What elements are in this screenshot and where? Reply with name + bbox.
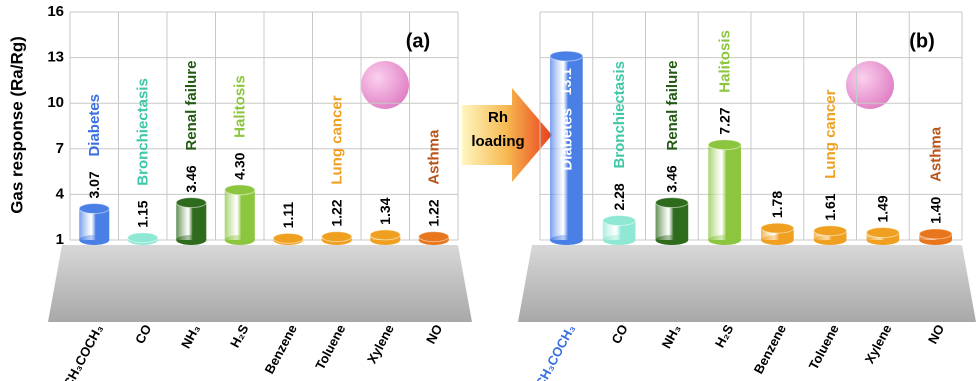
panel-label: (a) bbox=[406, 30, 430, 52]
value-label: 1.22 bbox=[425, 199, 441, 226]
annotation: Lung cancer bbox=[822, 89, 839, 178]
y-tick-label: 4 bbox=[56, 185, 65, 202]
annotation: Halitosis bbox=[717, 30, 734, 93]
bar bbox=[602, 220, 636, 240]
bar-top bbox=[655, 197, 689, 209]
x-tick-label: NH₃ bbox=[659, 322, 684, 351]
annotation: Diabetes bbox=[86, 94, 103, 157]
bar bbox=[550, 56, 583, 240]
value-label: 13.1 bbox=[558, 68, 574, 95]
value-label: 1.22 bbox=[328, 199, 344, 226]
value-label: 3.46 bbox=[183, 165, 199, 192]
bar bbox=[761, 228, 794, 240]
bar-top bbox=[760, 222, 795, 234]
x-tick-label: CH₃COCH₃ bbox=[532, 322, 578, 381]
x-tick-label: Xylene bbox=[364, 322, 397, 366]
x-tick-label: Xylene bbox=[862, 322, 895, 366]
nanoparticle bbox=[846, 61, 894, 109]
value-label: 1.11 bbox=[280, 202, 296, 229]
y-tick-label: 13 bbox=[47, 49, 64, 66]
y-tick-label: 10 bbox=[47, 94, 64, 111]
x-tick-label: Toluene bbox=[806, 322, 842, 372]
y-tick-label: 7 bbox=[56, 140, 64, 157]
x-tick-label: H₂S bbox=[227, 322, 252, 350]
y-tick-label: 16 bbox=[47, 3, 64, 20]
annotation: Asthma bbox=[928, 126, 945, 182]
x-tick-label: NO bbox=[423, 322, 445, 346]
bar-top bbox=[602, 215, 636, 227]
shelf bbox=[48, 245, 472, 322]
x-tick-label: CH₃COCH₃ bbox=[60, 322, 106, 381]
x-tick-label: Toluene bbox=[312, 322, 348, 372]
bar-top bbox=[549, 50, 584, 62]
bar bbox=[655, 202, 689, 240]
annotation: Bronchiectasis bbox=[611, 61, 628, 169]
bar bbox=[176, 202, 207, 240]
bar-top bbox=[127, 232, 159, 244]
x-tick-label: Benzene bbox=[262, 322, 300, 376]
bar-top bbox=[918, 228, 953, 240]
bar-top bbox=[78, 203, 110, 215]
shelf bbox=[518, 245, 976, 322]
x-tick-label: NO bbox=[925, 322, 947, 346]
bar-top bbox=[224, 184, 256, 196]
value-label: 1.78 bbox=[769, 191, 785, 218]
bar bbox=[708, 144, 741, 240]
value-label: 4.30 bbox=[231, 152, 247, 179]
bar-top bbox=[866, 227, 900, 239]
annotation: Renal failure bbox=[664, 61, 681, 151]
arrow-label: loading bbox=[471, 133, 524, 150]
value-label: 1.49 bbox=[875, 195, 891, 222]
annotation: Bronchiectasis bbox=[135, 78, 152, 186]
value-label: 7.27 bbox=[716, 107, 732, 134]
bar-top bbox=[418, 231, 450, 243]
bar bbox=[224, 189, 255, 240]
x-tick-label: CO bbox=[608, 322, 630, 346]
x-tick-label: Benzene bbox=[751, 322, 789, 376]
value-label: 1.61 bbox=[822, 193, 838, 220]
y-axis-label: Gas response (Ra/Rg) bbox=[7, 36, 26, 214]
nanoparticle bbox=[361, 61, 409, 109]
annotation: Halitosis bbox=[232, 75, 249, 138]
arrow bbox=[462, 88, 552, 182]
y-tick-label: 1 bbox=[56, 231, 64, 248]
bar-top bbox=[272, 232, 304, 244]
annotation: Diabetes bbox=[558, 108, 575, 171]
x-tick-label: H₂S bbox=[712, 322, 737, 350]
bar-top bbox=[321, 231, 353, 243]
annotation: Lung cancer bbox=[329, 95, 346, 184]
value-label: 1.15 bbox=[134, 200, 150, 227]
annotation: Renal failure bbox=[183, 61, 200, 151]
panel-label: (b) bbox=[909, 30, 935, 52]
value-label: 2.28 bbox=[611, 183, 627, 210]
value-label: 3.46 bbox=[664, 165, 680, 192]
bar-top bbox=[175, 197, 207, 209]
bar-top bbox=[707, 139, 742, 151]
x-tick-label: NH₃ bbox=[178, 322, 203, 351]
arrow-label: Rh bbox=[488, 109, 508, 126]
value-label: 1.40 bbox=[927, 196, 943, 223]
value-label: 1.34 bbox=[377, 197, 393, 224]
x-tick-label: CO bbox=[132, 322, 154, 346]
bar-top bbox=[369, 229, 401, 241]
annotation: Asthma bbox=[426, 129, 443, 185]
value-label: 3.07 bbox=[86, 171, 102, 198]
bar-top bbox=[813, 225, 847, 237]
